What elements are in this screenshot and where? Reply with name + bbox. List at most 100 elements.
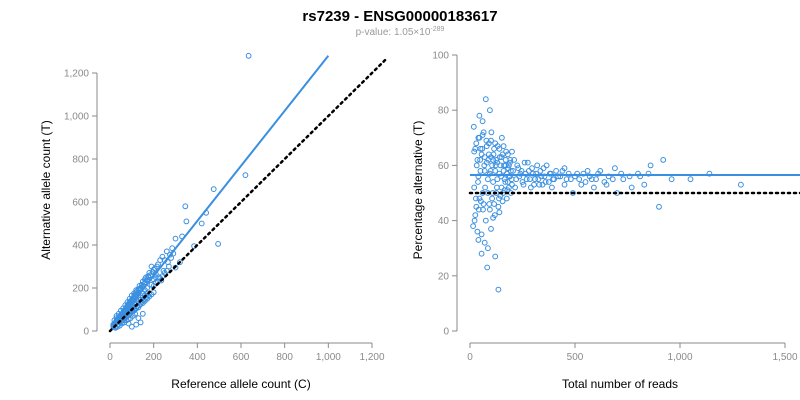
right-point (498, 173, 505, 180)
right-point (492, 140, 499, 147)
right-point (660, 157, 667, 163)
left-y-tick-label: 800 (72, 155, 89, 166)
right-axes: 0 500 1,000 1,500 0 20 40 60 80 100 (432, 51, 798, 364)
left-point (172, 235, 179, 242)
left-y-tick-label: 0 (83, 327, 89, 338)
right-point (637, 173, 643, 180)
right-point (656, 203, 662, 210)
right-point (525, 168, 532, 174)
right-point (506, 184, 512, 191)
right-point (574, 170, 580, 177)
right-point (494, 176, 501, 183)
right-point (504, 151, 511, 158)
right-point (493, 157, 500, 163)
chart-title: rs7239 - ENSG00000183617 (302, 8, 497, 25)
right-point (618, 170, 625, 177)
right-point (548, 170, 554, 177)
right-point (609, 176, 616, 183)
right-point (479, 145, 486, 152)
right-point (478, 250, 485, 257)
right-point (496, 154, 503, 161)
left-point (139, 310, 146, 317)
right-point (474, 228, 481, 235)
right-point (480, 129, 487, 136)
right-point (529, 165, 535, 172)
right-point (584, 168, 591, 174)
left-x-tick-label: 0 (107, 352, 113, 363)
right-point (478, 231, 485, 238)
right-point (501, 162, 507, 169)
right-point (601, 179, 608, 185)
right-point (471, 217, 478, 224)
right-point (499, 134, 505, 141)
right-point (553, 168, 559, 174)
right-point (489, 162, 496, 169)
right-point (518, 168, 525, 174)
right-point (475, 179, 481, 185)
right-point (481, 168, 488, 174)
right-point (475, 206, 482, 213)
left-point (177, 259, 183, 266)
right-point (563, 176, 570, 183)
right-point (477, 168, 484, 174)
right-point (521, 159, 528, 166)
right-point (489, 195, 496, 202)
right-point (473, 195, 479, 202)
right-y-tick-label: 0 (443, 327, 449, 338)
right-point (508, 176, 515, 183)
left-lines (108, 55, 387, 333)
right-point (537, 168, 544, 174)
right-point (687, 176, 694, 183)
right-point (499, 198, 506, 205)
right-point (645, 170, 652, 177)
left-point (136, 283, 143, 289)
right-point (490, 179, 497, 185)
right-point (486, 201, 493, 207)
right-point (479, 132, 486, 138)
right-point (530, 170, 536, 177)
left-x-tick-label: 800 (276, 352, 293, 363)
right-point (531, 181, 537, 188)
right-point (491, 201, 498, 207)
right-x-tick-label: 1,000 (667, 352, 692, 363)
right-y-tick-label: 20 (438, 271, 450, 282)
right-point (570, 190, 576, 196)
right-point (472, 212, 479, 219)
left-point (137, 319, 144, 326)
right-point (519, 179, 526, 185)
right-point (482, 96, 489, 103)
left-point (148, 281, 155, 288)
right-y-axis-label: Percentage alternative (T) (411, 121, 425, 260)
right-lines (468, 174, 800, 195)
left-point (155, 261, 161, 268)
left-y-tick-label: 400 (72, 241, 89, 252)
right-point (484, 264, 491, 271)
right-point (490, 214, 497, 221)
left-point (163, 267, 170, 274)
right-y-tick-label: 60 (438, 161, 450, 172)
right-point (567, 176, 574, 183)
right-point (494, 159, 501, 166)
left-point (135, 315, 142, 322)
left-point (133, 321, 140, 328)
left-point (128, 323, 135, 330)
right-point (502, 162, 509, 169)
right-point (471, 148, 478, 155)
left-x-tick-label: 1,200 (359, 352, 384, 363)
right-point (492, 168, 499, 174)
right-point (580, 170, 587, 177)
right-point (555, 173, 562, 180)
right-point (520, 181, 527, 188)
right-point (534, 162, 541, 169)
left-point (242, 172, 249, 179)
right-x-tick-label: 500 (567, 352, 584, 363)
right-point (488, 137, 494, 144)
right-point (498, 154, 505, 161)
right-point (582, 179, 589, 185)
left-x-tick-label: 1,000 (316, 352, 341, 363)
right-point (576, 176, 583, 183)
pvalue-prefix: p-value: 1.05×10 (356, 27, 431, 38)
right-point (492, 253, 499, 260)
right-point (470, 123, 477, 130)
